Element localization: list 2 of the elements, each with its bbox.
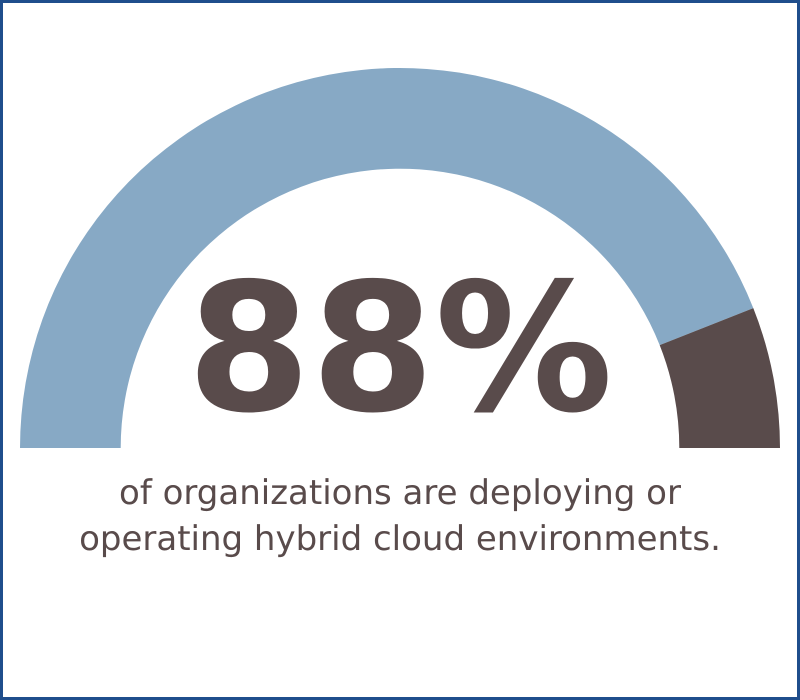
data-label: 88% [186, 245, 614, 452]
text: of organizations are deploying or operating hybrid cloud environments. [78, 472, 722, 561]
